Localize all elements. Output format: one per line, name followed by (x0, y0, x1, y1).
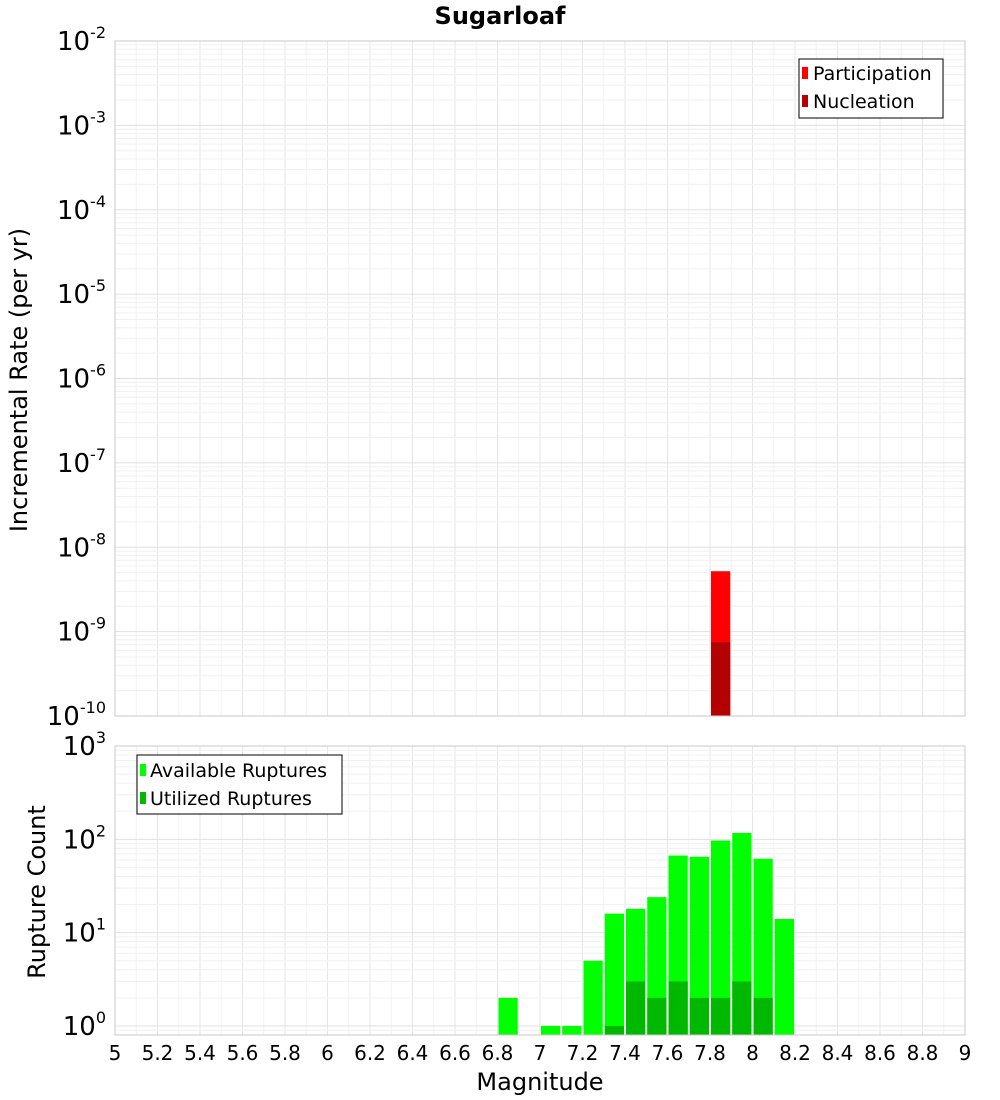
participation-legend-label: Participation (813, 63, 932, 85)
bottom-y-axis-label: Rupture Count (23, 805, 51, 979)
x-tick-label: 7.4 (609, 1041, 641, 1065)
top-y-tick-label: 10-5 (57, 276, 106, 310)
top-y-tick-label: 10-7 (57, 445, 106, 479)
bottom-bar-available-ruptures (711, 840, 731, 1035)
x-axis-label: Magnitude (476, 1068, 603, 1096)
top-bars (711, 571, 731, 716)
x-tick-label: 6.6 (439, 1041, 471, 1065)
bottom-y-tick-label: 101 (63, 915, 106, 949)
top-y-tick-label: 10-6 (57, 361, 106, 395)
bottom-bar-available-ruptures (541, 1025, 561, 1035)
bottom-y-tick-label: 100 (63, 1008, 106, 1042)
bottom-panel: 100 101 102 103 Rupture Count Available Rup… (23, 728, 966, 1042)
x-tick-label: 5.4 (184, 1041, 216, 1065)
x-tick-label: 5 (109, 1041, 122, 1065)
x-tick-label: 8.8 (907, 1041, 939, 1065)
bottom-bar-available-ruptures (498, 997, 518, 1035)
x-tick-label: 7.8 (694, 1041, 726, 1065)
chart-title: Sugarloaf (435, 2, 566, 30)
bottom-legend-box (136, 754, 343, 815)
x-tick-label: 9 (959, 1041, 972, 1065)
bottom-y-tick-label: 103 (63, 728, 106, 762)
x-tick-label: 8 (746, 1041, 759, 1065)
bottom-bar-utilized-ruptures (604, 1025, 624, 1035)
bottom-bar-utilized-ruptures (626, 981, 646, 1035)
bottom-bar-utilized-ruptures (753, 997, 773, 1035)
bottom-bar-utilized-ruptures (668, 981, 688, 1035)
x-tick-label: 5.8 (269, 1041, 301, 1065)
top-y-tick-label: 10-8 (57, 529, 106, 563)
bottom-bar-utilized-ruptures (647, 997, 667, 1035)
top-gridlines (114, 40, 966, 717)
available-ruptures-legend-label: Available Ruptures (150, 760, 327, 782)
bottom-plot-border (114, 745, 966, 1036)
bottom-bar-available-ruptures (774, 919, 794, 1035)
x-tick-label: 7.6 (652, 1041, 684, 1065)
top-y-tick-label: 10-10 (47, 698, 106, 732)
x-tick-label: 6.8 (482, 1041, 514, 1065)
top-y-tick-label: 10-2 (57, 23, 106, 57)
bottom-bar-utilized-ruptures (732, 981, 752, 1035)
bottom-y-tick-label: 102 (63, 821, 106, 855)
bottom-bar-available-ruptures (689, 856, 709, 1035)
top-y-tick-label: 10-3 (57, 107, 106, 141)
top-y-tick-label: 10-9 (57, 614, 106, 648)
x-tick-label: 8.6 (864, 1041, 896, 1065)
bottom-bar-utilized-ruptures (689, 997, 709, 1035)
top-legend: Participation Nucleation (798, 58, 944, 119)
top-y-tick-label: 10-4 (57, 192, 106, 226)
bottom-bar-available-ruptures (753, 858, 773, 1035)
bottom-bar-available-ruptures (604, 913, 624, 1035)
x-tick-label: 8.4 (822, 1041, 854, 1065)
bottom-y-tick-labels: 100 101 102 103 (63, 728, 106, 1042)
x-tick-label: 7.2 (567, 1041, 599, 1065)
top-bar-nucleation (711, 642, 731, 716)
x-tick-label: 6.4 (397, 1041, 429, 1065)
x-tick-label: 6 (321, 1041, 334, 1065)
x-tick-label: 6.2 (354, 1041, 386, 1065)
top-plot-border (114, 40, 966, 717)
utilized-ruptures-swatch (140, 792, 146, 804)
available-ruptures-swatch (140, 764, 146, 776)
bottom-bar-available-ruptures (562, 1025, 582, 1035)
bottom-bar-available-ruptures (583, 960, 603, 1035)
top-y-tick-labels: 10-10 10-9 10-8 10-7 10-6 10-5 10-4 10-3 10-2 (47, 23, 106, 732)
bottom-bar-utilized-ruptures (711, 997, 731, 1035)
x-tick-label: 5.2 (142, 1041, 174, 1065)
x-tick-label: 8.2 (779, 1041, 811, 1065)
bottom-bars (498, 832, 794, 1035)
nucleation-swatch (802, 95, 808, 107)
participation-swatch (802, 67, 808, 79)
top-legend-box (798, 58, 944, 119)
x-tick-label: 7 (534, 1041, 547, 1065)
bottom-legend: Available Ruptures Utilized Ruptures (136, 754, 343, 815)
x-tick-labels: 5 5.2 5.4 5.6 5.8 6 6.2 6.4 6.6 6.8 7 7.2 7.4 7.6 7.8 8… (109, 1041, 972, 1065)
top-y-axis-label: Incremental Rate (per yr) (5, 228, 33, 532)
top-panel: 10-10 10-9 10-8 10-7 10-6 10-5 10-4 10-3 10-2 In… (5, 23, 966, 732)
utilized-ruptures-legend-label: Utilized Ruptures (150, 788, 312, 810)
x-tick-label: 5.6 (227, 1041, 259, 1065)
nucleation-legend-label: Nucleation (813, 91, 915, 113)
